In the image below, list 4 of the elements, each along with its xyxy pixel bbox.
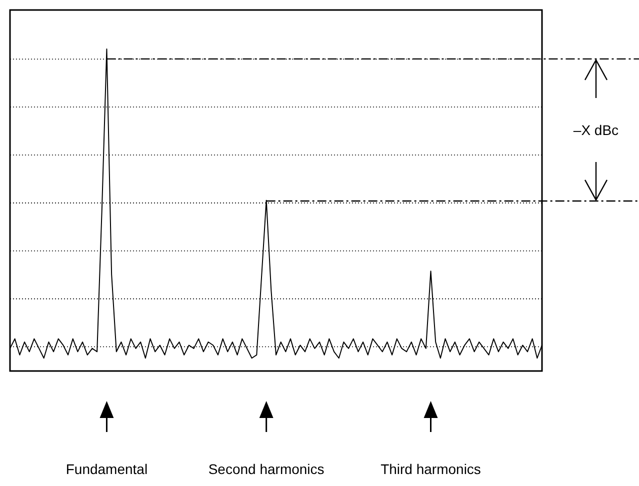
text: Second harmonics bbox=[208, 461, 324, 477]
text: –X dBc bbox=[573, 122, 619, 138]
text: Third harmonics bbox=[380, 461, 481, 477]
text: Fundamental bbox=[66, 461, 148, 477]
